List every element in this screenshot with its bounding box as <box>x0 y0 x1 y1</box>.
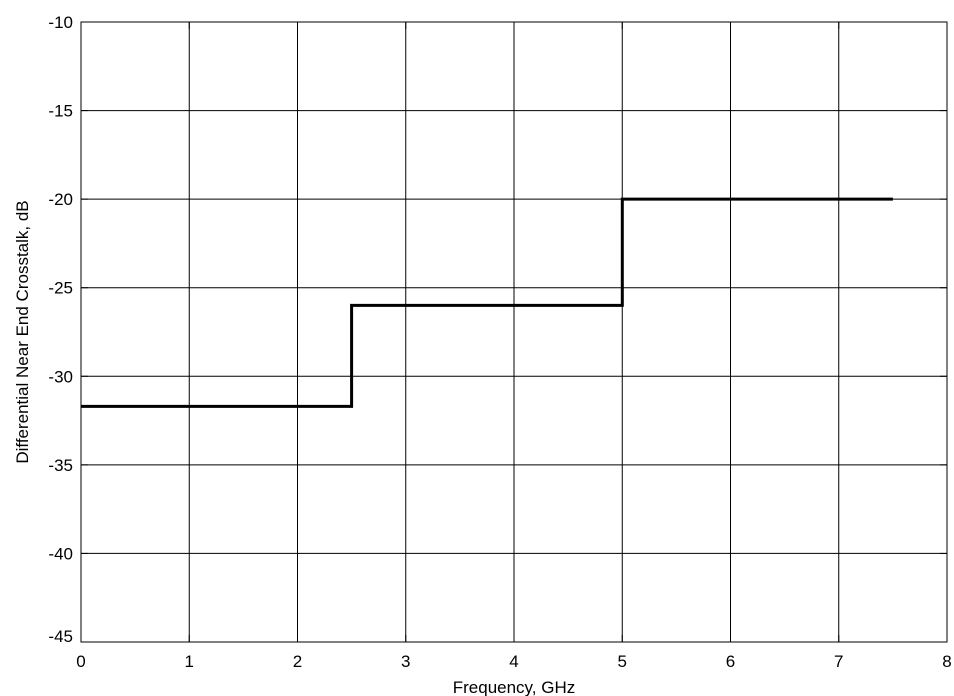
y-tick-label: -30 <box>48 367 73 386</box>
y-tick-label: -10 <box>48 13 73 32</box>
x-tick-label: 4 <box>509 652 518 671</box>
x-tick-labels: 0 1 2 3 4 5 6 7 8 <box>76 652 951 671</box>
series-line <box>81 197 893 408</box>
x-tick-label: 8 <box>942 652 951 671</box>
y-tick-label: -40 <box>48 544 73 563</box>
y-axis-label: Differential Near End Crosstalk, dB <box>13 200 32 463</box>
series-layer <box>81 197 893 408</box>
x-tick-label: 1 <box>185 652 194 671</box>
x-tick-label: 7 <box>834 652 843 671</box>
x-tick-label: 6 <box>726 652 735 671</box>
x-tick-label: 2 <box>293 652 302 671</box>
y-tick-label: -35 <box>48 456 73 475</box>
y-tick-label: -20 <box>48 190 73 209</box>
y-tick-labels: -10 -15 -20 -25 -30 -35 -40 -45 <box>48 13 73 646</box>
y-tick-label: -15 <box>48 102 73 121</box>
grid <box>81 22 947 642</box>
x-tick-label: 3 <box>401 652 410 671</box>
x-tick-label: 0 <box>76 652 85 671</box>
ticks <box>80 21 948 643</box>
y-tick-label: -25 <box>48 279 73 298</box>
y-tick-label: -45 <box>48 627 73 646</box>
x-tick-label: 5 <box>618 652 627 671</box>
x-axis-label: Frequency, GHz <box>453 678 576 696</box>
